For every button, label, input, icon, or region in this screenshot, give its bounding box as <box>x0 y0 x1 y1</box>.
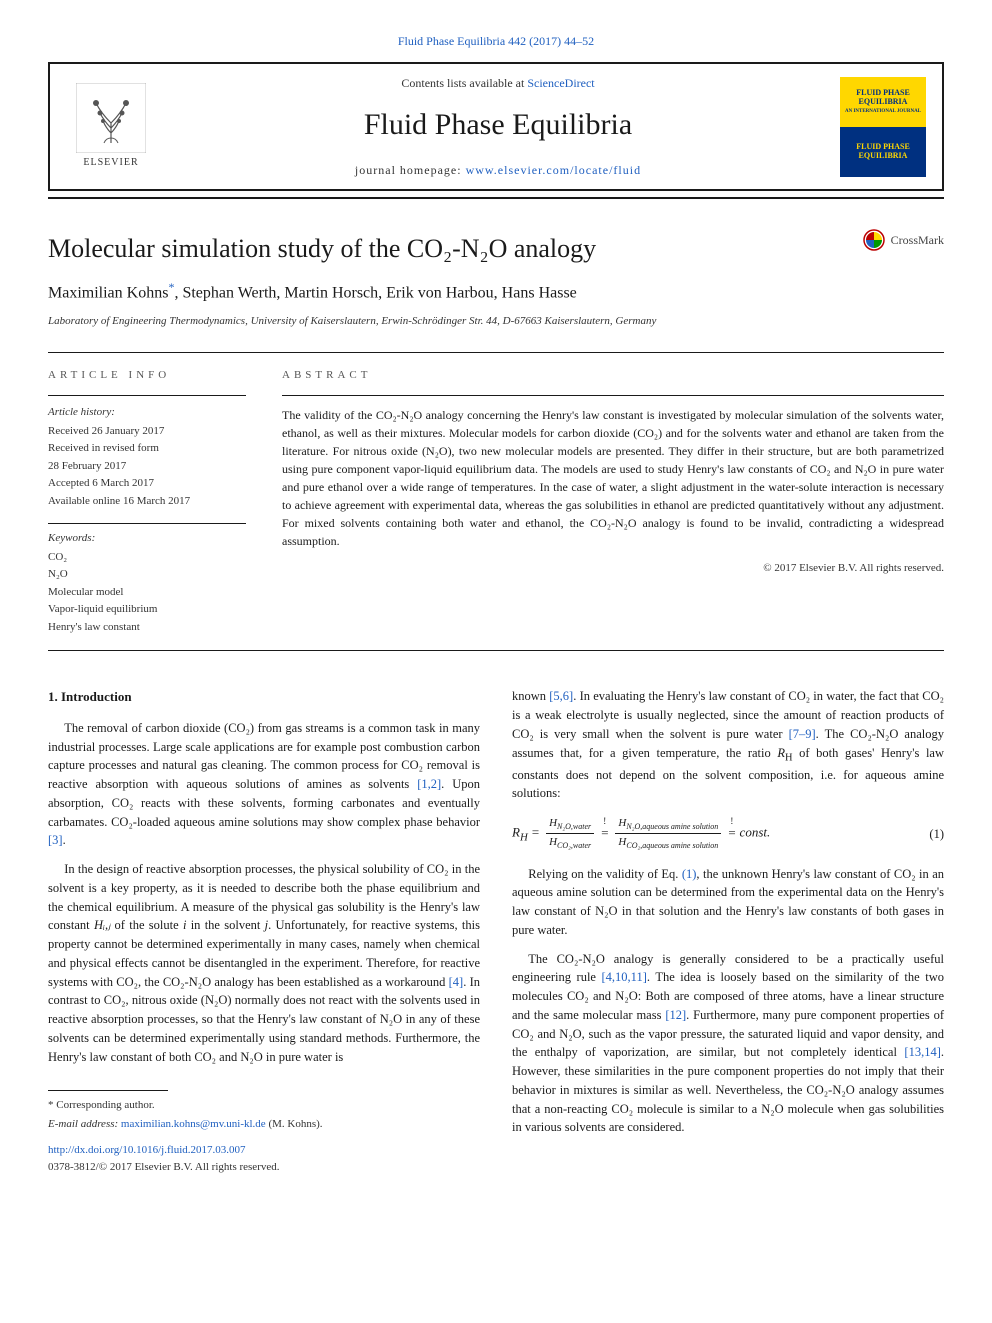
sciencedirect-link[interactable]: ScienceDirect <box>527 76 594 90</box>
meta-rule-bot <box>48 650 944 651</box>
abstract-text: The validity of the CO₂-N₂O analogy conc… <box>282 406 944 550</box>
keyword-2: N₂O <box>48 566 246 583</box>
cover-bot: FLUID PHASE EQUILIBRIA <box>840 127 926 177</box>
article-info-head: ARTICLE INFO <box>48 367 246 384</box>
para-2: In the design of reactive absorption pro… <box>48 860 480 1066</box>
column-right: known [5,6]. In evaluating the Henry's l… <box>512 687 944 1175</box>
cover-line2: EQUILIBRIA <box>859 98 908 107</box>
history-3: 28 February 2017 <box>48 458 246 475</box>
crossmark-text: CrossMark <box>891 231 944 249</box>
cite-7-9[interactable]: [7–9] <box>789 727 816 741</box>
cite-12[interactable]: [12] <box>665 1008 686 1022</box>
top-citation-link[interactable]: Fluid Phase Equilibria 442 (2017) 44–52 <box>398 34 594 48</box>
para-3: known [5,6]. In evaluating the Henry's l… <box>512 687 944 803</box>
top-citation: Fluid Phase Equilibria 442 (2017) 44–52 <box>48 32 944 50</box>
keyword-5: Henry's law constant <box>48 619 246 636</box>
homepage-link[interactable]: www.elsevier.com/locate/fluid <box>466 163 642 177</box>
article-title: Molecular simulation study of the CO₂-N₂… <box>48 229 596 268</box>
contents-line: Contents lists available at ScienceDirec… <box>172 74 824 92</box>
affiliation: Laboratory of Engineering Thermodynamics… <box>48 313 944 330</box>
cover-top: FLUID PHASE EQUILIBRIA AN INTERNATIONAL … <box>840 77 926 127</box>
abstract-block: ABSTRACT The validity of the CO₂-N₂O ana… <box>282 367 944 637</box>
para-5: The CO₂-N₂O analogy is generally conside… <box>512 950 944 1138</box>
doi-line: http://dx.doi.org/10.1016/j.fluid.2017.0… <box>48 1142 480 1159</box>
corresponding-star: * <box>168 280 174 294</box>
history-1: Received 26 January 2017 <box>48 423 246 440</box>
cite-5-6[interactable]: [5,6] <box>549 689 573 703</box>
homepage-prefix: journal homepage: <box>355 163 466 177</box>
journal-cover[interactable]: FLUID PHASE EQUILIBRIA AN INTERNATIONAL … <box>840 77 926 177</box>
keyword-3: Molecular model <box>48 584 246 601</box>
column-left: 1. Introduction The removal of carbon di… <box>48 687 480 1175</box>
footnote-rule <box>48 1090 168 1091</box>
journal-name: Fluid Phase Equilibria <box>172 102 824 147</box>
doi-link[interactable]: http://dx.doi.org/10.1016/j.fluid.2017.0… <box>48 1144 246 1156</box>
journal-header: ELSEVIER Contents lists available at Sci… <box>48 62 944 191</box>
section-1-head: 1. Introduction <box>48 687 480 707</box>
email-link[interactable]: maximilian.kohns@mv.uni-kl.de <box>121 1118 266 1130</box>
cover-sub: AN INTERNATIONAL JOURNAL <box>845 109 921 115</box>
cite-1-2[interactable]: [1,2] <box>417 777 441 791</box>
meta-rule-top <box>48 352 944 353</box>
cover-line4: EQUILIBRIA <box>859 152 908 161</box>
contents-prefix: Contents lists available at <box>401 76 527 90</box>
email-note: E-mail address: maximilian.kohns@mv.uni-… <box>48 1116 480 1133</box>
abstract-head: ABSTRACT <box>282 367 944 384</box>
keywords-label: Keywords: <box>48 530 246 547</box>
corresponding-note: * Corresponding author. <box>48 1097 480 1114</box>
history-2: Received in revised form <box>48 440 246 457</box>
keywords-rule <box>48 523 246 524</box>
para-4: Relying on the validity of Eq. (1), the … <box>512 865 944 940</box>
header-center: Contents lists available at ScienceDirec… <box>172 74 824 179</box>
equation-1: RH = HN₂O,waterHCO₂,water =! HN₂O,aqueou… <box>512 815 944 852</box>
eq-ref-1[interactable]: (1) <box>682 867 697 881</box>
abstract-copyright: © 2017 Elsevier B.V. All rights reserved… <box>282 560 944 577</box>
equation-1-number: (1) <box>929 825 944 844</box>
cite-13-14[interactable]: [13,14] <box>904 1045 940 1059</box>
issn-line: 0378-3812/© 2017 Elsevier B.V. All right… <box>48 1159 480 1176</box>
elsevier-tree-icon <box>76 83 146 153</box>
history-5: Available online 16 March 2017 <box>48 493 246 510</box>
body-columns: 1. Introduction The removal of carbon di… <box>48 687 944 1175</box>
footer-area: * Corresponding author. E-mail address: … <box>48 1090 480 1175</box>
header-rule <box>48 197 944 199</box>
crossmark-badge[interactable]: CrossMark <box>863 229 944 251</box>
keyword-1: CO₂ <box>48 549 246 566</box>
elsevier-text: ELSEVIER <box>83 155 138 170</box>
homepage-line: journal homepage: www.elsevier.com/locat… <box>172 161 824 179</box>
equation-1-body: RH = HN₂O,waterHCO₂,water =! HN₂O,aqueou… <box>512 815 770 852</box>
cite-4-10-11[interactable]: [4,10,11] <box>602 970 647 984</box>
title-row: Molecular simulation study of the CO₂-N₂… <box>48 229 944 278</box>
info-rule <box>48 395 246 396</box>
elsevier-logo[interactable]: ELSEVIER <box>66 77 156 177</box>
history-4: Accepted 6 March 2017 <box>48 475 246 492</box>
article-info: ARTICLE INFO Article history: Received 2… <box>48 367 246 637</box>
crossmark-icon <box>863 229 885 251</box>
para-1: The removal of carbon dioxide (CO₂) from… <box>48 719 480 850</box>
authors: Maximilian Kohns*, Stephan Werth, Martin… <box>48 278 944 305</box>
cite-4[interactable]: [4] <box>449 975 464 989</box>
history-label: Article history: <box>48 404 246 421</box>
meta-row: ARTICLE INFO Article history: Received 2… <box>48 367 944 637</box>
abstract-rule <box>282 395 944 396</box>
keywords-block: Keywords: CO₂ N₂O Molecular model Vapor-… <box>48 523 246 635</box>
keyword-4: Vapor-liquid equilibrium <box>48 601 246 618</box>
cite-3[interactable]: [3] <box>48 833 63 847</box>
